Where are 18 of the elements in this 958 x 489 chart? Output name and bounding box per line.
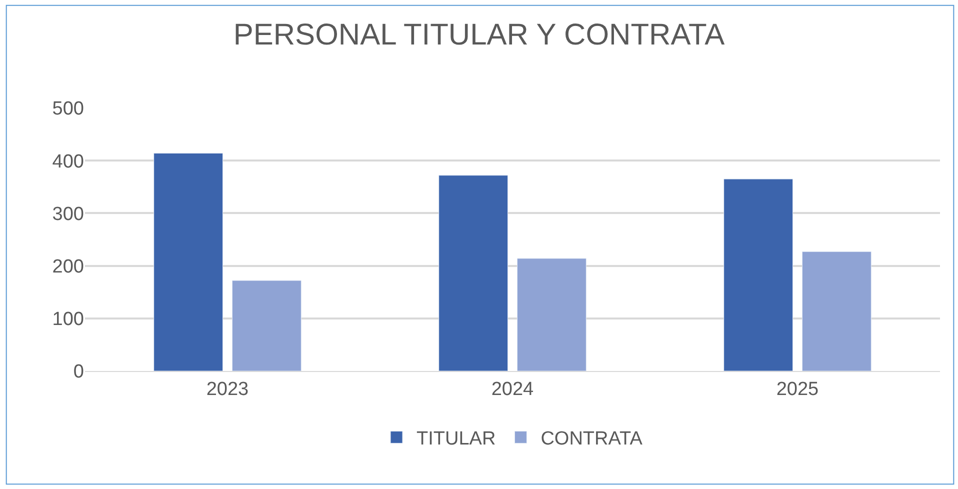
bar — [154, 152, 224, 371]
x-tick-label: 2023 — [206, 378, 249, 400]
bar — [802, 251, 872, 371]
x-tick-label: 2024 — [491, 378, 534, 400]
x-tick-label: 2025 — [776, 378, 819, 400]
chart-title: PERSONAL TITULAR Y CONTRATA — [233, 18, 725, 52]
y-tick-label: 0 — [73, 362, 84, 383]
bar — [516, 258, 586, 371]
legend-label: TITULAR — [416, 428, 496, 450]
y-tick-label: 500 — [52, 98, 84, 120]
y-tick-label: 100 — [52, 309, 84, 330]
bar — [724, 178, 794, 371]
y-tick-label: 400 — [52, 151, 84, 172]
y-tick-label: 300 — [52, 204, 84, 225]
legend-label: CONTRATA — [540, 428, 643, 450]
y-tick-label: 200 — [52, 256, 84, 278]
bar — [232, 280, 302, 371]
bar — [438, 175, 508, 371]
